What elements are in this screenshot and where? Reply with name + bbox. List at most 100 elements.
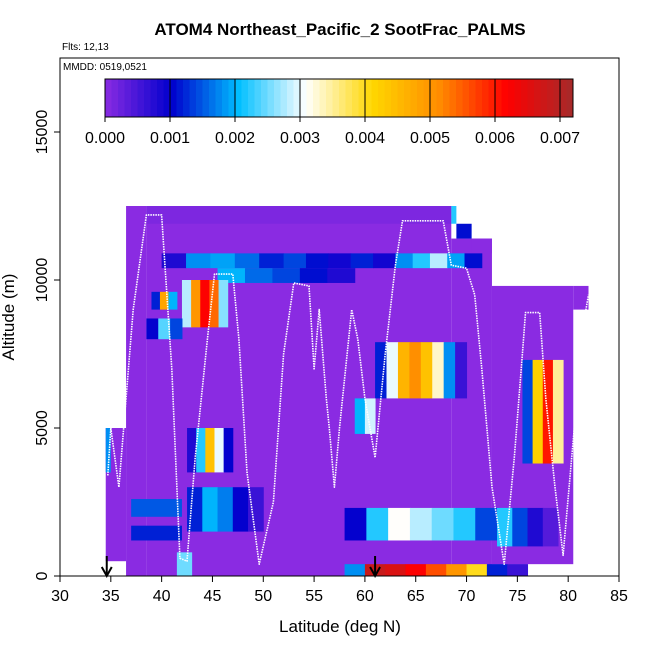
heatmap-cell [397, 342, 410, 399]
y-axis: 0 5000 10000 15000 [34, 110, 60, 580]
heatmap-cell [344, 564, 366, 576]
heatmap-cell [223, 428, 234, 473]
colorbar-swatch [131, 79, 138, 117]
heatmap-cell [385, 564, 407, 576]
x-tick-label: 75 [508, 588, 526, 605]
colorbar-swatch [501, 79, 509, 117]
colorbar-swatch [326, 79, 333, 117]
colorbar-swatch [521, 79, 528, 117]
colorbar-tick-label: 0.006 [475, 130, 515, 147]
colorbar-swatch [176, 79, 184, 117]
colorbar-swatch [514, 79, 522, 117]
dates-label: MMDD: 0519,0521 [63, 62, 147, 73]
heatmap-cell [159, 291, 169, 310]
x-tick-label: 50 [254, 588, 272, 605]
x-tick-label: 85 [610, 588, 628, 605]
colorbar-swatch [215, 79, 223, 117]
heatmap-cell [248, 487, 264, 532]
colorbar-swatch [189, 79, 197, 117]
colorbar-swatch [475, 79, 483, 117]
colorbar-swatch [209, 79, 216, 117]
heatmap-cell [412, 253, 431, 269]
colorbar-swatch [449, 79, 457, 117]
heatmap-cell [170, 318, 183, 340]
colorbar-swatch [534, 79, 541, 117]
x-tick-label: 80 [559, 588, 577, 605]
colorbar-swatch [118, 79, 125, 117]
heatmap-cell [552, 359, 564, 464]
colorbar-swatch [566, 79, 574, 117]
colorbar-swatch [553, 79, 561, 117]
colorbar-swatch [254, 79, 262, 117]
colorbar-swatch [183, 79, 190, 117]
plot-frame [59, 57, 620, 577]
heatmap-cell [464, 253, 483, 269]
heatmap-cell [395, 253, 414, 269]
colorbar-swatch [105, 79, 112, 117]
heatmap-cell [409, 342, 422, 399]
colorbar-swatch [287, 79, 294, 117]
colorbar-swatch [306, 79, 314, 117]
heatmap-cell [375, 342, 388, 399]
colorbar-swatch [469, 79, 476, 117]
heatmap-cell [232, 487, 249, 532]
colorbar-swatch [345, 79, 353, 117]
heatmap-cell [259, 253, 285, 269]
heatmap-cell [432, 342, 445, 399]
heatmap-cell [151, 291, 161, 310]
heatmap-cell [453, 507, 476, 541]
colorbar-swatch [267, 79, 275, 117]
heatmap-cell [446, 564, 468, 576]
heatmap-cell [475, 507, 498, 541]
heatmap-cell [186, 253, 211, 269]
x-tick-label: 70 [458, 588, 476, 605]
heatmap-cell [386, 342, 399, 399]
heatmap-cell [131, 499, 182, 517]
colorbar-swatch [391, 79, 398, 117]
heatmap-cell [217, 268, 246, 283]
heatmap-cell [196, 428, 206, 473]
colorbar-swatch [170, 79, 177, 117]
x-axis-label: Latitude (deg N) [279, 617, 401, 636]
heatmap-cell [471, 238, 492, 254]
heatmap-cell [328, 253, 352, 269]
colorbar-swatch [547, 79, 554, 117]
colorbar-swatch [313, 79, 320, 117]
heatmap-cell [299, 268, 328, 283]
x-tick-label: 60 [356, 588, 374, 605]
colorbar-swatch [222, 79, 229, 117]
heatmap-cell [209, 280, 220, 328]
colorbar-swatch [410, 79, 418, 117]
colorbar-swatch [274, 79, 281, 117]
heatmap-cell [217, 487, 234, 532]
colorbar: 0.000 0.001 0.002 0.003 0.004 0.005 0.006 0.007 [85, 78, 580, 147]
colorbar-swatch [235, 79, 242, 117]
heatmap-cell [200, 280, 210, 328]
heatmap-cell [354, 398, 366, 434]
colorbar-swatch [293, 79, 301, 117]
colorbar-swatch [371, 79, 379, 117]
y-tick-label: 10000 [34, 258, 51, 303]
colorbar-swatch [150, 79, 158, 117]
colorbar-swatch [384, 79, 392, 117]
heatmap-cell [364, 398, 376, 434]
heatmap-cell [234, 253, 260, 269]
x-tick-label: 35 [102, 588, 120, 605]
heatmap-cell [146, 206, 452, 224]
colorbar-swatch [241, 79, 249, 117]
heatmap-cell [205, 428, 215, 473]
heatmap-cell [344, 507, 367, 541]
colorbar-swatch [358, 79, 366, 117]
heatmap-cell [409, 507, 433, 541]
heatmap-cell [181, 280, 192, 328]
heatmap-cell [305, 253, 329, 269]
heatmap-cell [187, 428, 197, 473]
heatmap-cell [146, 318, 159, 340]
heatmap-cell [350, 253, 374, 269]
heatmap-cells [105, 206, 589, 576]
heatmap-cell [283, 253, 307, 269]
heatmap-cell [425, 564, 447, 576]
heatmap-cell [431, 507, 454, 541]
heatmap-cell [202, 487, 219, 532]
